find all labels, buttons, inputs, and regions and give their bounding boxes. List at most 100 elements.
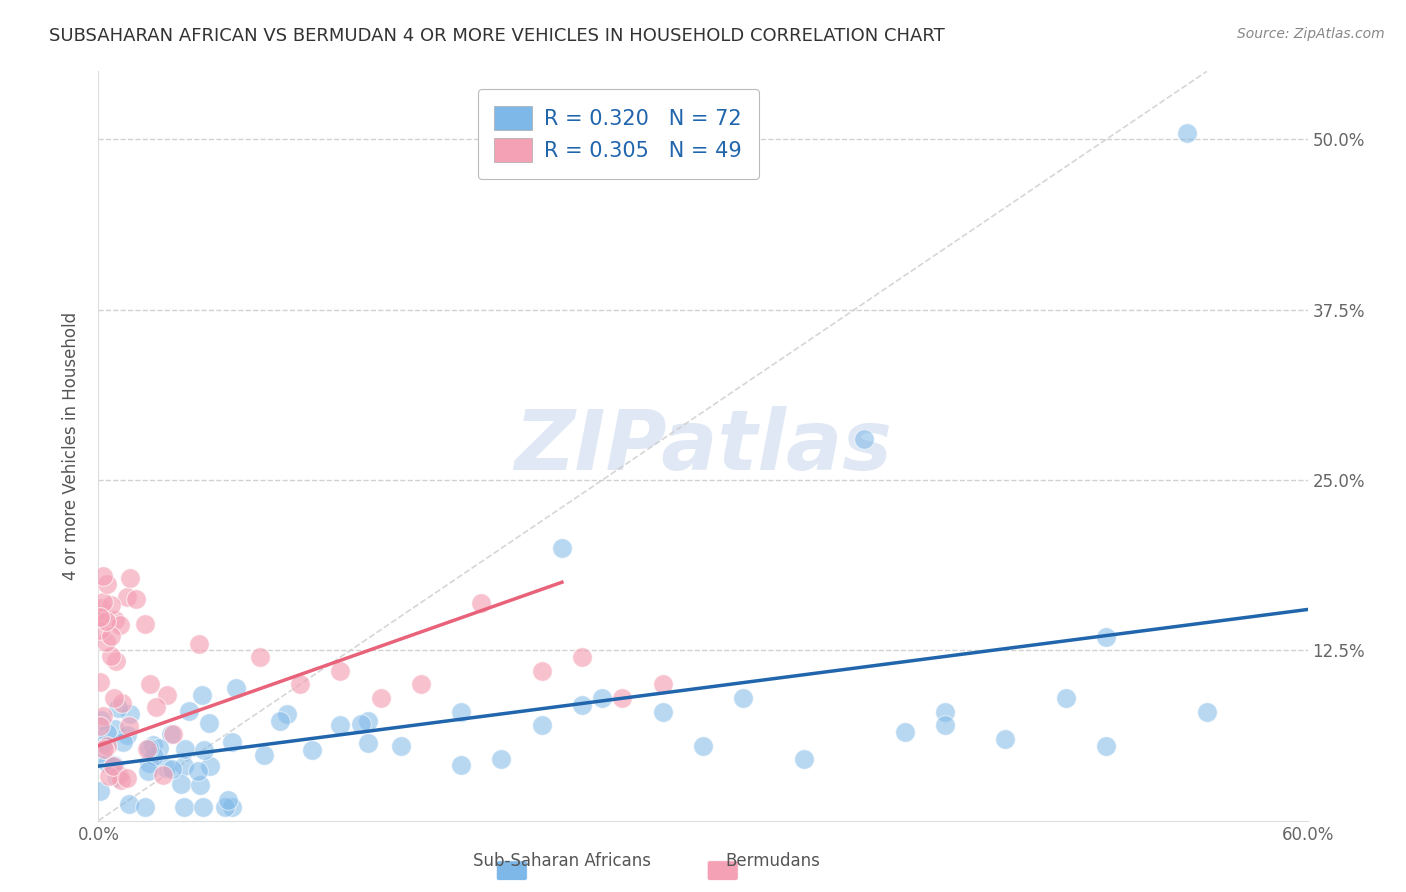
Point: [110, 772, 132, 787]
Point: [893, 725, 915, 739]
Point: [1054, 691, 1077, 706]
Point: [269, 714, 291, 728]
Point: [551, 541, 574, 556]
Point: [188, 778, 211, 792]
Point: [96, 615, 118, 629]
Point: [450, 758, 472, 772]
Point: [148, 740, 170, 755]
Point: [89, 719, 111, 733]
Point: [152, 768, 174, 782]
Text: Source: ZipAtlas.com: Source: ZipAtlas.com: [1237, 27, 1385, 41]
Point: [491, 752, 513, 766]
Point: [173, 759, 195, 773]
Point: [1195, 705, 1218, 719]
Point: [934, 718, 956, 732]
Point: [103, 690, 125, 705]
Point: [104, 723, 127, 737]
Point: [98, 769, 121, 783]
Point: [100, 629, 122, 643]
Point: [591, 691, 613, 706]
Point: [571, 650, 593, 665]
Point: [93, 742, 115, 756]
Point: [530, 718, 553, 732]
Point: [89, 674, 111, 689]
Point: [105, 770, 128, 784]
Point: [221, 800, 243, 814]
Point: [450, 705, 472, 719]
Point: [110, 697, 132, 711]
Text: ZIPatlas: ZIPatlas: [515, 406, 891, 486]
Point: [90, 601, 112, 615]
Point: [138, 740, 160, 755]
Point: [100, 649, 122, 664]
Point: [155, 761, 177, 775]
Point: [276, 707, 298, 722]
Point: [107, 701, 129, 715]
Point: [329, 664, 352, 678]
Point: [173, 742, 195, 756]
Point: [349, 716, 371, 731]
Point: [91, 737, 114, 751]
Point: [96, 726, 118, 740]
Text: Sub-Saharan Africans: Sub-Saharan Africans: [474, 852, 651, 870]
Point: [145, 700, 167, 714]
Point: [139, 677, 162, 691]
Point: [156, 688, 179, 702]
Point: [249, 650, 271, 665]
Point: [692, 739, 714, 753]
Point: [115, 771, 138, 785]
Point: [357, 736, 380, 750]
Point: [1095, 630, 1118, 644]
Point: [89, 610, 111, 624]
Point: [94, 635, 117, 649]
Point: [90, 714, 112, 728]
Point: [103, 614, 125, 628]
Point: [733, 691, 755, 706]
Point: [143, 749, 166, 764]
Point: [96, 739, 118, 753]
Point: [104, 654, 127, 668]
Point: [198, 758, 221, 772]
Point: [651, 677, 673, 691]
Point: [217, 793, 239, 807]
Point: [193, 743, 215, 757]
Legend: R = 0.320   N = 72, R = 0.305   N = 49: R = 0.320 N = 72, R = 0.305 N = 49: [478, 89, 759, 179]
Point: [193, 800, 215, 814]
Point: [136, 742, 159, 756]
Point: [1175, 126, 1198, 140]
Point: [853, 432, 876, 446]
Text: SUBSAHARAN AFRICAN VS BERMUDAN 4 OR MORE VEHICLES IN HOUSEHOLD CORRELATION CHART: SUBSAHARAN AFRICAN VS BERMUDAN 4 OR MORE…: [49, 27, 945, 45]
Point: [118, 719, 141, 733]
Point: [370, 691, 392, 706]
Point: [198, 716, 221, 731]
Point: [160, 727, 183, 741]
Point: [470, 596, 492, 610]
Point: [187, 764, 209, 778]
Point: [107, 768, 129, 782]
Point: [96, 577, 118, 591]
Point: [221, 735, 243, 749]
Point: [530, 664, 553, 678]
Point: [134, 617, 156, 632]
Point: [118, 797, 141, 812]
Point: [191, 688, 214, 702]
Point: [89, 624, 111, 638]
Point: [91, 569, 114, 583]
Point: [120, 571, 142, 585]
Point: [162, 727, 184, 741]
Point: [214, 800, 236, 814]
Point: [108, 617, 131, 632]
Point: [173, 800, 195, 814]
Point: [651, 705, 673, 719]
Point: [356, 714, 378, 729]
Point: [103, 759, 125, 773]
Point: [89, 610, 111, 624]
Point: [100, 599, 122, 613]
Point: [136, 764, 159, 778]
Y-axis label: 4 or more Vehicles in Household: 4 or more Vehicles in Household: [62, 312, 80, 580]
Point: [96, 756, 118, 771]
Point: [934, 705, 956, 719]
Point: [103, 758, 125, 772]
Point: [115, 728, 138, 742]
Point: [225, 681, 247, 696]
